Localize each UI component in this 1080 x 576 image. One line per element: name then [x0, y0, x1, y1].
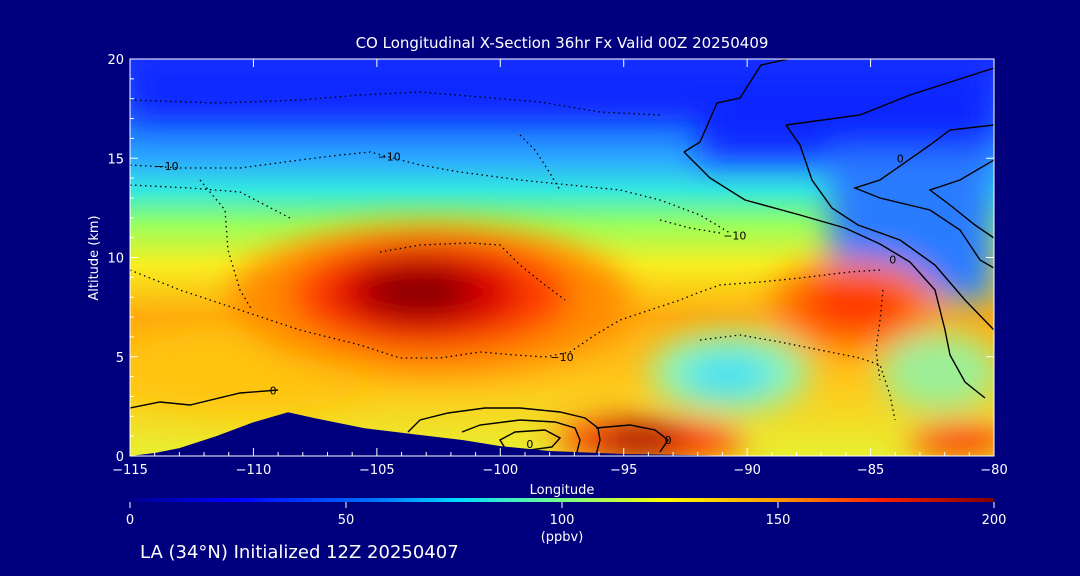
x-tick-label: −80 — [980, 463, 1007, 478]
y-tick-label: 10 — [107, 252, 124, 267]
y-tick-label: 5 — [116, 351, 124, 366]
colorbar-tick-label: 50 — [338, 513, 355, 528]
contour-label: −10 — [378, 150, 401, 163]
footer-text: LA (34°N) Initialized 12Z 20250407 — [140, 542, 459, 563]
plot-area — [130, 59, 994, 456]
colorbar-tick-label: 200 — [982, 513, 1007, 528]
contour-label: 0 — [897, 152, 904, 165]
contour-label: 0 — [665, 434, 672, 447]
contour-label: −10 — [155, 160, 178, 173]
dotted-contours — [130, 91, 896, 421]
x-tick-label: −105 — [359, 463, 395, 478]
chart-title: CO Longitudinal X-Section 36hr Fx Valid … — [355, 34, 769, 52]
x-tick-label: −100 — [482, 463, 518, 478]
colorbar: 0 50 100 150 200 (ppbv) — [126, 498, 1007, 545]
x-tick-label: −110 — [236, 463, 272, 478]
x-tick-label: −115 — [112, 463, 148, 478]
contour-label: 0 — [270, 384, 277, 397]
colorbar-units: (ppbv) — [541, 530, 584, 545]
contour-label: 0 — [526, 438, 533, 451]
colorbar-gradient — [130, 498, 994, 502]
x-axis: −115 −110 −105 −100 −95 −90 −85 −80 — [112, 59, 1008, 478]
colorbar-tick-label: 0 — [126, 513, 134, 528]
y-tick-label: 20 — [107, 53, 124, 68]
concentration-blobs — [130, 59, 994, 456]
y-axis: 0 5 10 15 20 — [107, 53, 994, 465]
x-tick-label: −95 — [610, 463, 637, 478]
colorbar-ticks: 0 50 100 150 200 — [126, 502, 1007, 528]
x-axis-title: Longitude — [530, 483, 595, 498]
y-axis-title: Altitude (km) — [87, 215, 102, 300]
contour-label: −10 — [550, 351, 573, 364]
colorbar-tick-label: 100 — [550, 513, 575, 528]
x-tick-label: −85 — [857, 463, 884, 478]
terrain — [130, 412, 994, 456]
y-tick-label: 0 — [116, 450, 124, 465]
y-tick-label: 15 — [107, 152, 124, 167]
contour-labels: −10 −10 −10 −10 0 0 0 0 0 — [155, 150, 903, 451]
contour-lines — [130, 59, 994, 456]
colorbar-tick-label: 150 — [766, 513, 791, 528]
contour-label: 0 — [889, 253, 896, 266]
x-tick-label: −90 — [733, 463, 760, 478]
contour-label: −10 — [723, 230, 746, 243]
